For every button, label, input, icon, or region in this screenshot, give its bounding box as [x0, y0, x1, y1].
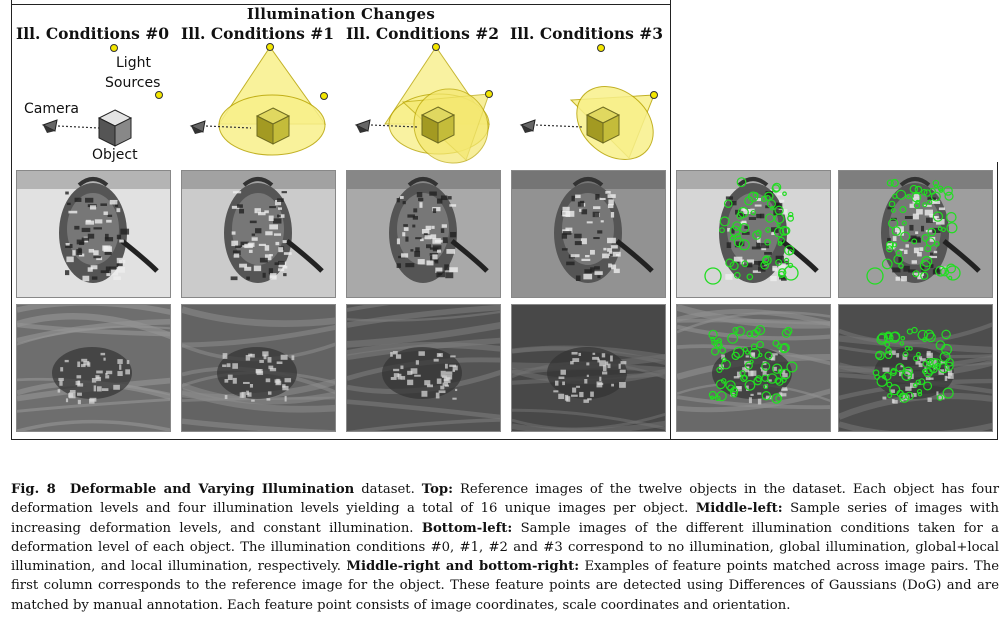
backpack-illumination-0-image	[16, 170, 171, 298]
caption-text-3: Sample series of images with increasing …	[11, 501, 999, 536]
caption-bottom-left-label: Bottom-left:	[421, 520, 513, 536]
camera-label: Camera	[24, 101, 79, 117]
caption-middle-right-label: Middle-right and bottom-right:	[346, 559, 580, 575]
backpack-illumination-2-image	[346, 170, 501, 298]
illumination-diagrams: Light Sources Camera Object	[24, 43, 658, 164]
diagram-condition-1	[190, 43, 328, 156]
object-cube-icon	[98, 109, 132, 147]
light-source-1-icon	[266, 43, 274, 51]
divider	[670, 0, 671, 440]
camera-icon	[520, 119, 536, 134]
condition-label-2: Ill. Conditions #2	[346, 24, 500, 43]
camera-icon	[42, 119, 58, 134]
condition-label-3: Ill. Conditions #3	[510, 24, 664, 43]
figure-8: Illumination Changes Ill. Conditions #0 …	[11, 0, 998, 440]
object-cube-icon	[586, 106, 620, 144]
light-source-1-icon	[597, 44, 605, 52]
caption-middle-left-label: Middle-left:	[695, 501, 783, 517]
cloth-illumination-2-image	[346, 304, 501, 432]
light-source-1-icon	[432, 43, 440, 51]
object-cube-icon	[421, 106, 455, 144]
cloth-matched-features-deformed-image	[838, 304, 993, 432]
top-border	[11, 4, 671, 5]
cloth-matched-features-reference-image	[676, 304, 831, 432]
diagram-condition-0: Light Sources Camera Object	[24, 44, 163, 163]
caption-label: Fig. 8	[11, 482, 56, 497]
cloth-illumination-3-image	[511, 304, 666, 432]
right-border	[997, 162, 998, 440]
caption-text-2: Reference images of the twelve objects i…	[11, 482, 1000, 517]
caption-text-4: Sample images of the different illuminat…	[11, 520, 999, 575]
caption-text-5: Examples of feature points matched acros…	[11, 559, 1000, 613]
backpack-illumination-1-image	[181, 170, 336, 298]
figure-caption: Fig. 8 Deformable and Varying Illuminati…	[11, 480, 999, 615]
cloth-illumination-0-image	[16, 304, 171, 432]
backpack-illumination-3-image	[511, 170, 666, 298]
backpack-matched-features-reference-image	[676, 170, 831, 298]
left-border	[11, 0, 12, 440]
condition-label-1: Ill. Conditions #1	[181, 24, 335, 43]
object-cube-icon	[256, 107, 290, 145]
condition-label-0: Ill. Conditions #0	[16, 24, 170, 43]
light-label: Light	[116, 55, 151, 71]
light-source-2-icon	[155, 91, 163, 99]
light-source-2-icon	[485, 90, 493, 98]
cloth-illumination-1-image	[181, 304, 336, 432]
diagram-condition-3	[520, 44, 658, 160]
bottom-border	[11, 439, 998, 440]
camera-icon	[355, 119, 371, 134]
light-source-2-icon	[320, 92, 328, 100]
figure-title: Illumination Changes	[246, 5, 436, 23]
light-source-1-icon	[110, 44, 118, 52]
diagram-condition-2	[355, 43, 493, 164]
caption-text-1: dataset.	[354, 482, 422, 497]
backpack-matched-features-deformed-image	[838, 170, 993, 298]
object-label: Object	[92, 147, 138, 163]
caption-top-label: Top:	[421, 482, 453, 497]
sources-label: Sources	[105, 75, 160, 91]
camera-icon	[190, 120, 206, 135]
light-source-2-icon	[650, 91, 658, 99]
caption-title: Deformable and Varying Illumination	[69, 482, 355, 497]
